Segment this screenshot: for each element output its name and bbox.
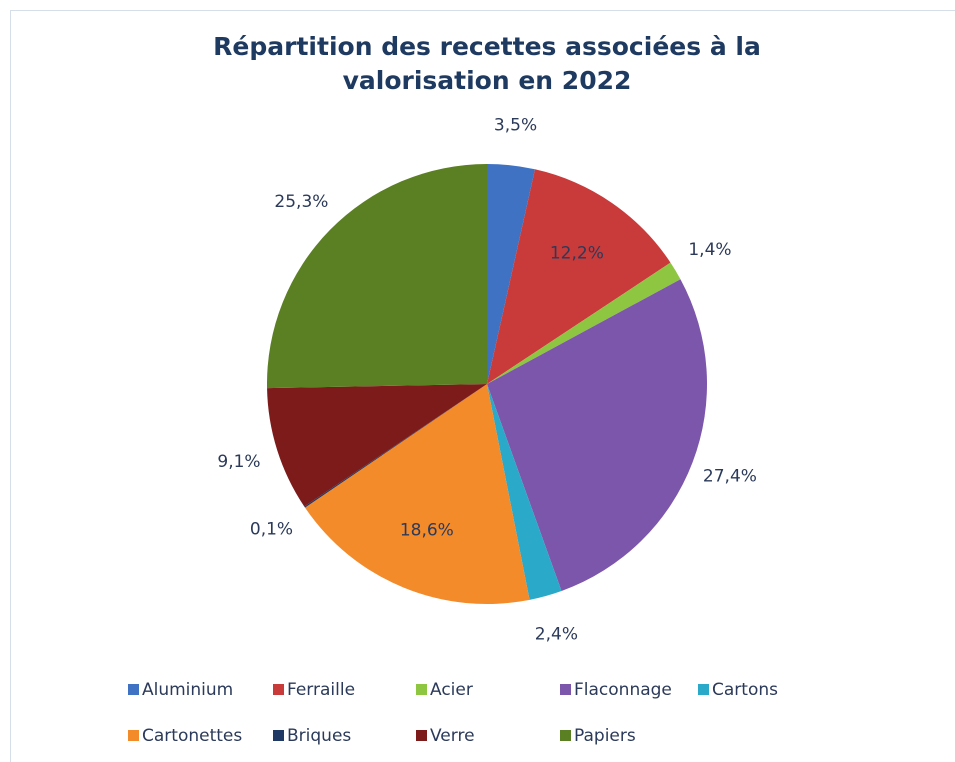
legend-label: Flaconnage bbox=[574, 680, 672, 700]
data-label: 2,4% bbox=[535, 625, 578, 645]
legend-swatch bbox=[128, 730, 139, 741]
data-label: 12,2% bbox=[550, 244, 604, 264]
pie-slice bbox=[305, 384, 530, 604]
pie-slice bbox=[267, 164, 487, 389]
legend-swatch bbox=[416, 684, 427, 695]
data-label: 3,5% bbox=[494, 116, 537, 136]
legend-label: Cartonettes bbox=[142, 726, 242, 746]
legend-label: Papiers bbox=[574, 726, 636, 746]
data-label: 18,6% bbox=[400, 521, 454, 541]
legend-label: Briques bbox=[287, 726, 351, 746]
legend-label: Ferraille bbox=[287, 680, 355, 700]
pie-slice bbox=[487, 279, 707, 591]
data-label: 1,4% bbox=[688, 240, 731, 260]
pie-slice bbox=[487, 169, 671, 384]
legend-swatch bbox=[128, 684, 139, 695]
pie-slice bbox=[487, 164, 535, 384]
legend-swatch bbox=[560, 684, 571, 695]
chart-title: Répartition des recettes associées à la … bbox=[213, 32, 761, 95]
legend-swatch bbox=[416, 730, 427, 741]
data-label: 27,4% bbox=[703, 467, 757, 487]
legend-label: Verre bbox=[430, 726, 475, 746]
legend-label: Cartons bbox=[712, 680, 778, 700]
legend-swatch bbox=[698, 684, 709, 695]
data-label: 0,1% bbox=[250, 519, 293, 539]
data-label: 25,3% bbox=[274, 192, 328, 212]
legend-label: Aluminium bbox=[142, 680, 233, 700]
data-label: 9,1% bbox=[217, 452, 260, 472]
legend-swatch bbox=[273, 684, 284, 695]
pie-slice bbox=[487, 384, 562, 600]
legend-swatch bbox=[560, 730, 571, 741]
pie-slice bbox=[304, 384, 487, 508]
pie-slice bbox=[267, 384, 487, 507]
legend-swatch bbox=[273, 730, 284, 741]
legend-label: Acier bbox=[430, 680, 473, 700]
chart-border bbox=[10, 10, 955, 762]
pie-slice bbox=[487, 262, 681, 384]
